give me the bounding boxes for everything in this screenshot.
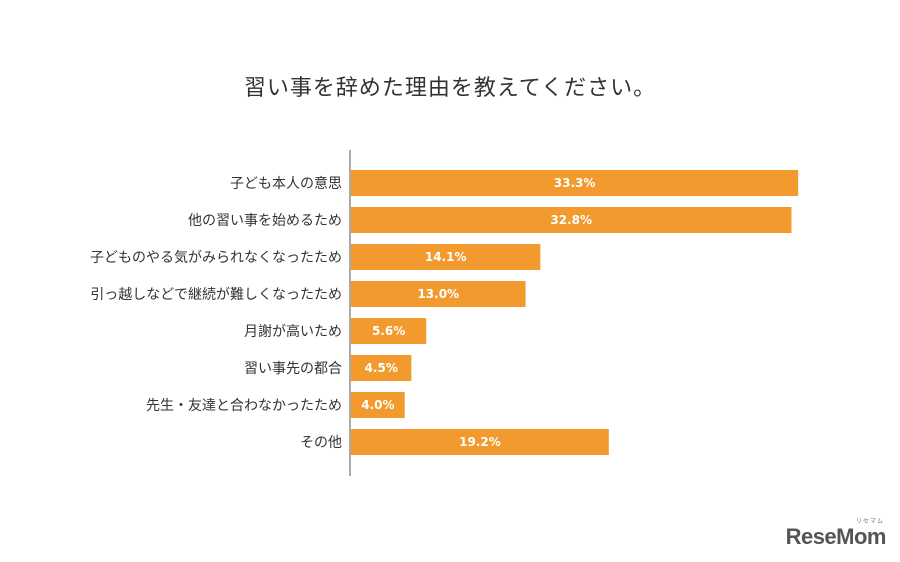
data-label: 13.0%	[417, 287, 459, 301]
chart-title: 習い事を辞めた理由を教えてください。	[243, 76, 657, 101]
category-label: その他	[300, 435, 342, 451]
data-label: 14.1%	[425, 250, 467, 264]
bar	[351, 170, 799, 196]
data-label: 33.3%	[554, 176, 596, 190]
bar	[351, 318, 427, 344]
logo-subtext: リセマム	[855, 519, 884, 525]
category-label: 子ども本人の意思	[230, 175, 342, 192]
category-label: 先生・友達と合わなかったため	[146, 398, 342, 414]
bar	[351, 281, 526, 307]
resemom-logo[interactable]: ReseMom リセマム	[785, 519, 887, 550]
category-label: 月謝が高いため	[244, 323, 342, 340]
category-label: 他の習い事を始めるため	[188, 213, 342, 229]
data-label: 19.2%	[459, 435, 501, 449]
logo-text: ReseMom	[785, 524, 887, 549]
data-label: 32.8%	[550, 213, 592, 227]
data-label: 4.0%	[361, 398, 394, 412]
category-label: 習い事先の都合	[244, 361, 342, 377]
data-label: 4.5%	[365, 361, 398, 375]
bar	[351, 207, 792, 233]
bar	[351, 429, 609, 455]
bar	[351, 392, 405, 418]
category-label: 引っ越しなどで継続が難しくなったため	[90, 286, 342, 303]
category-label: 子どものやる気がみられなくなったため	[90, 250, 342, 266]
data-label: 5.6%	[372, 324, 405, 338]
bar	[351, 244, 541, 270]
bar	[351, 355, 412, 381]
